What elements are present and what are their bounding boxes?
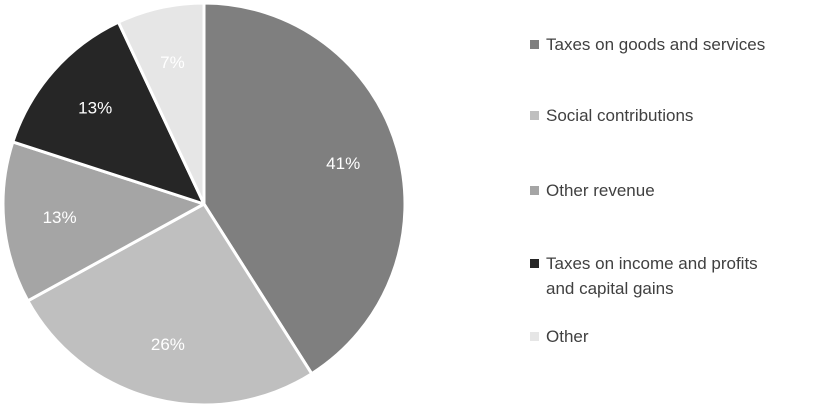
- legend-item-social-contributions: Social contributions: [530, 103, 693, 128]
- pie-slice-other-revenue: [1, 140, 206, 303]
- legend-label: Other: [546, 327, 589, 346]
- legend-swatch: [530, 186, 539, 195]
- data-label-other: 7%: [160, 53, 185, 72]
- legend-swatch: [530, 259, 539, 268]
- pie-plot: 41% 26% 13% 13% 7%: [1, 1, 407, 405]
- legend: Taxes on goods and services Social contr…: [530, 0, 822, 405]
- data-label-social-contributions: 26%: [151, 335, 185, 354]
- legend-label: Social contributions: [546, 106, 694, 125]
- legend-swatch: [530, 332, 539, 341]
- data-label-taxes-on-income-and-profits-and-capital-gains: 13%: [78, 99, 112, 118]
- data-label-other-revenue: 13%: [43, 208, 77, 227]
- legend-label-line: and capital gains: [546, 279, 674, 298]
- pie-slice-taxes-on-income-and-profits-and-capital-gains: [11, 20, 206, 206]
- legend-item-other: Other: [530, 324, 589, 349]
- data-label-taxes-on-goods-and-services: 41%: [326, 154, 360, 173]
- pie-slice-social-contributions: [26, 202, 314, 405]
- legend-swatch: [530, 111, 539, 120]
- legend-label: Taxes on income and profits and capital …: [546, 251, 758, 301]
- legend-item-other-revenue: Other revenue: [530, 178, 655, 203]
- pie-slice-other: [116, 1, 206, 206]
- legend-item-taxes-goods-services: Taxes on goods and services: [530, 32, 765, 57]
- legend-label: Taxes on goods and services: [546, 35, 766, 54]
- legend-item-taxes-income-profits: Taxes on income and profits and capital …: [530, 251, 758, 301]
- legend-swatch: [530, 40, 539, 49]
- legend-label: Other revenue: [546, 181, 655, 200]
- legend-label-line: Taxes on income and profits: [546, 254, 758, 273]
